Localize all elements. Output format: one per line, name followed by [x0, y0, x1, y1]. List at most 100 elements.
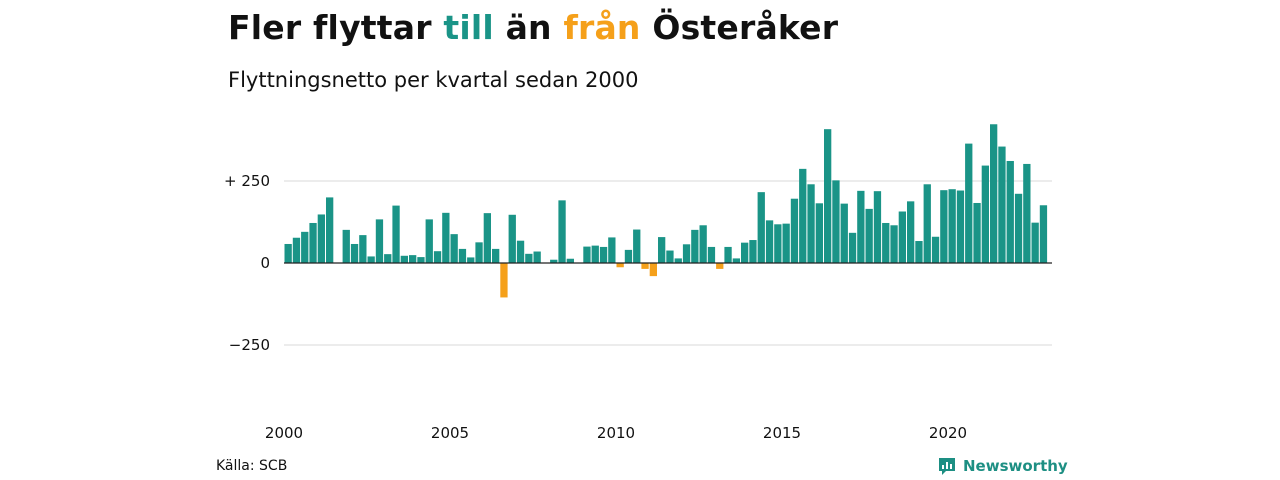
bar — [674, 258, 682, 263]
bar — [691, 229, 699, 263]
bar — [815, 203, 823, 263]
bar — [425, 219, 433, 263]
bar — [840, 203, 848, 263]
bar — [309, 222, 317, 263]
bar — [641, 263, 649, 269]
bar — [965, 143, 973, 263]
bar — [990, 124, 998, 263]
bar — [807, 184, 815, 263]
bar — [284, 243, 292, 263]
bar — [483, 213, 491, 263]
bar — [616, 263, 624, 268]
bar — [682, 244, 691, 263]
bar — [292, 237, 301, 263]
bar — [724, 246, 732, 263]
bar — [533, 251, 541, 263]
bar — [824, 129, 832, 263]
bar — [624, 249, 633, 263]
bar — [981, 165, 989, 263]
bar — [450, 234, 458, 263]
title-word-from: från — [563, 8, 641, 47]
bar — [948, 189, 956, 263]
bar — [940, 190, 948, 263]
bar — [757, 192, 765, 263]
bar — [890, 225, 898, 263]
x-tick-label: 2020 — [929, 424, 967, 442]
bar — [583, 246, 591, 263]
bar — [832, 180, 840, 263]
bar — [467, 257, 475, 263]
bar — [741, 242, 749, 263]
bar — [907, 201, 915, 263]
bar — [591, 245, 599, 263]
bar — [550, 259, 558, 263]
x-tick-label: 2005 — [431, 424, 469, 442]
bar — [516, 240, 525, 263]
bar — [915, 241, 923, 263]
bar — [350, 243, 359, 263]
title-part-3: Österåker — [640, 8, 839, 47]
bar — [882, 222, 890, 263]
bar — [475, 242, 483, 263]
newsworthy-logo-icon — [939, 458, 955, 475]
y-tick-label: 0 — [260, 254, 270, 272]
bar — [367, 256, 375, 263]
bar — [1031, 222, 1039, 263]
bar — [433, 251, 442, 263]
bar — [649, 263, 657, 277]
bar — [873, 191, 882, 263]
bar — [375, 219, 384, 263]
bar — [492, 248, 500, 263]
bar — [774, 224, 782, 263]
source-note: Källa: SCB — [216, 458, 288, 474]
y-tick-label: −250 — [229, 336, 270, 354]
bar — [956, 190, 965, 263]
bar — [417, 257, 425, 263]
bar — [384, 254, 392, 263]
bar — [658, 237, 666, 263]
bar — [699, 225, 707, 263]
chart-subtitle: Flyttningsnetto per kvartal sedan 2000 — [228, 68, 639, 92]
bar — [923, 184, 931, 263]
bar — [973, 202, 981, 263]
bar — [732, 258, 740, 263]
bar — [608, 237, 616, 263]
bar — [707, 246, 716, 263]
bar — [898, 211, 906, 263]
bar — [558, 200, 566, 263]
bar — [633, 229, 641, 263]
chart-title: Fler flyttar till än från Österåker — [228, 8, 838, 47]
bar — [317, 214, 325, 263]
bar — [409, 255, 417, 263]
bar — [749, 240, 757, 263]
bar — [765, 220, 774, 263]
x-tick-label: 2000 — [265, 424, 303, 442]
bar — [782, 223, 790, 263]
bar — [716, 263, 724, 269]
bar — [1039, 205, 1048, 263]
bar — [998, 146, 1006, 263]
title-part-2: än — [493, 8, 564, 47]
x-tick-label: 2015 — [763, 424, 801, 442]
y-tick-label: + 250 — [224, 172, 270, 190]
bar — [1014, 193, 1023, 263]
bar — [442, 212, 450, 263]
bar — [326, 197, 334, 263]
brand-logo[interactable]: Newsworthy — [937, 456, 1068, 476]
bar — [865, 208, 873, 263]
bar — [857, 190, 865, 263]
brand-name: Newsworthy — [963, 457, 1068, 475]
bar — [848, 232, 857, 263]
bar — [500, 263, 508, 298]
bar — [508, 214, 516, 263]
bar — [392, 205, 400, 263]
title-word-to: till — [443, 8, 494, 47]
bar — [359, 235, 367, 263]
bar — [342, 229, 350, 263]
bar — [400, 255, 408, 263]
bar — [458, 248, 467, 263]
bar — [790, 198, 799, 263]
bar — [599, 246, 608, 263]
bar — [301, 231, 309, 263]
